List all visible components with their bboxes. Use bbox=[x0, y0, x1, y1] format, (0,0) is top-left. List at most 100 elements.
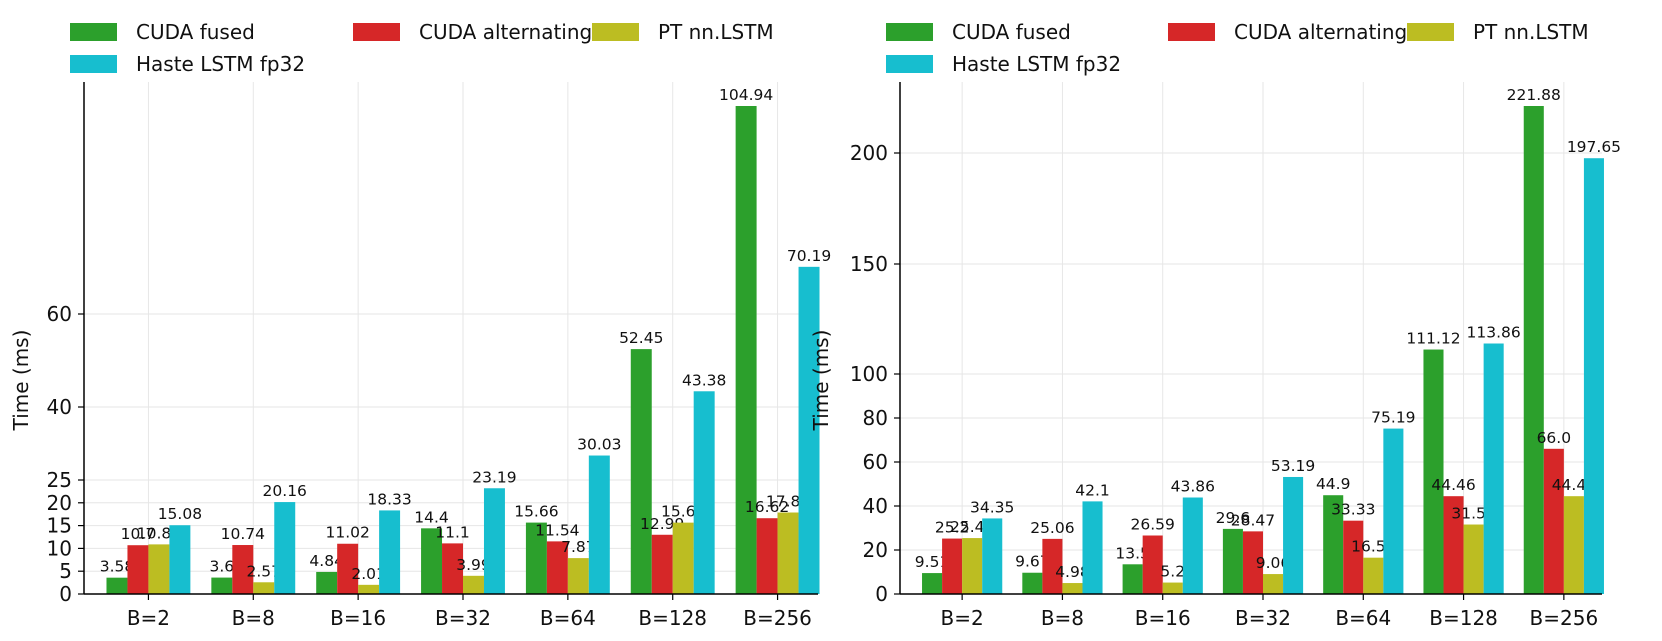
bar bbox=[1523, 106, 1544, 594]
bar-value-label: 18.33 bbox=[367, 490, 411, 508]
bar bbox=[337, 543, 359, 594]
bar-value-label: 25.2 bbox=[935, 519, 970, 537]
bar bbox=[316, 571, 338, 594]
y-tick-label: 60 bbox=[863, 450, 888, 474]
legend-label: PT nn.LSTM bbox=[658, 20, 774, 44]
legend-swatch bbox=[1407, 23, 1454, 41]
bar bbox=[777, 512, 799, 594]
bar-value-label: 26.59 bbox=[1130, 516, 1174, 534]
bar bbox=[546, 541, 568, 594]
bar bbox=[1463, 524, 1484, 594]
bar-value-label: 11.1 bbox=[435, 523, 470, 541]
legend-label: CUDA alternating bbox=[419, 20, 592, 44]
legend-label: CUDA fused bbox=[952, 20, 1071, 44]
bar-value-label: 7.87 bbox=[561, 538, 596, 556]
y-tick-label: 60 bbox=[47, 302, 72, 326]
bar bbox=[672, 522, 694, 594]
y-axis-title: Time (ms) bbox=[809, 330, 833, 432]
bar bbox=[106, 577, 128, 594]
bar-value-label: 75.19 bbox=[1371, 409, 1415, 427]
chart-left: 3.58 3.6 4.84 14.4 15.66 52.45 104.94 10.7 10.74… bbox=[9, 20, 831, 630]
x-tick-label: B=64 bbox=[540, 606, 596, 630]
bar-value-label: 52.45 bbox=[619, 329, 663, 347]
bar bbox=[1583, 158, 1604, 595]
bar bbox=[127, 545, 149, 594]
bar-value-label: 113.86 bbox=[1467, 324, 1521, 342]
bar bbox=[463, 575, 484, 594]
bar bbox=[693, 391, 715, 594]
legend-label: PT nn.LSTM bbox=[1473, 20, 1589, 44]
bar bbox=[567, 558, 589, 594]
bar bbox=[1543, 448, 1564, 594]
bar-value-label: 4.84 bbox=[309, 552, 344, 570]
bar bbox=[483, 488, 505, 594]
y-tick-label: 150 bbox=[850, 252, 888, 276]
chart-right: 9.51 9.67 13.5 29.6 44.9 111.12 221.88 25.2 25.0… bbox=[809, 20, 1621, 630]
bar-value-label: 9.67 bbox=[1015, 553, 1050, 571]
y-tick-label: 200 bbox=[850, 141, 888, 165]
bar bbox=[148, 544, 170, 594]
bar bbox=[1563, 496, 1584, 594]
y-tick-label: 15 bbox=[47, 514, 72, 538]
series-cuda-alternating: 25.2 25.06 26.59 28.47 33.33 44.46 66.0 bbox=[935, 429, 1571, 594]
bar bbox=[1283, 476, 1304, 594]
bar bbox=[232, 545, 254, 594]
bar bbox=[1343, 520, 1364, 594]
bar bbox=[1042, 538, 1063, 594]
bar bbox=[169, 525, 191, 594]
x-tick-label: B=128 bbox=[638, 606, 707, 630]
y-tick-label: 25 bbox=[47, 468, 72, 492]
bar-value-label: 11.02 bbox=[325, 524, 369, 542]
bar-value-label: 15.66 bbox=[514, 503, 558, 521]
y-tick-label: 0 bbox=[59, 582, 72, 606]
bar-value-label: 13.5 bbox=[1115, 544, 1150, 562]
bar bbox=[756, 518, 778, 594]
bar-value-label: 3.6 bbox=[210, 558, 235, 576]
bar bbox=[1222, 528, 1243, 594]
bar bbox=[798, 266, 820, 594]
bar bbox=[735, 106, 757, 594]
bar bbox=[1423, 349, 1444, 594]
bar bbox=[421, 528, 443, 594]
bar-value-label: 2.57 bbox=[247, 562, 282, 580]
bar bbox=[1182, 497, 1203, 594]
bar-value-label: 4.98 bbox=[1055, 563, 1090, 581]
bar-value-label: 25.06 bbox=[1030, 519, 1074, 537]
bar-value-label: 9.51 bbox=[915, 553, 950, 571]
y-tick-label: 5 bbox=[59, 559, 72, 583]
bar bbox=[1142, 535, 1163, 594]
x-tick-label: B=16 bbox=[330, 606, 386, 630]
legend: CUDA fused CUDA alternating PT nn.LSTM Hast… bbox=[886, 20, 1589, 76]
x-tick-label: B=256 bbox=[743, 606, 812, 630]
bar-value-label: 53.19 bbox=[1271, 457, 1315, 475]
bar bbox=[922, 573, 943, 594]
bar-value-label: 14.4 bbox=[414, 508, 449, 526]
bar bbox=[1443, 496, 1464, 594]
bar bbox=[630, 349, 652, 594]
bar-value-label: 30.03 bbox=[577, 436, 621, 454]
bar bbox=[651, 534, 673, 594]
bar bbox=[1323, 495, 1344, 594]
bar bbox=[358, 584, 380, 594]
bar-value-label: 221.88 bbox=[1507, 86, 1561, 104]
legend-swatch bbox=[353, 23, 400, 41]
bar-value-label: 111.12 bbox=[1406, 330, 1460, 348]
bar-value-label: 66.0 bbox=[1537, 429, 1572, 447]
legend-swatch bbox=[70, 55, 117, 73]
x-tick-label: B=8 bbox=[232, 606, 275, 630]
bar-value-label: 29.6 bbox=[1216, 509, 1251, 527]
bar-value-label: 43.38 bbox=[682, 371, 726, 389]
bar-value-label: 70.19 bbox=[787, 247, 831, 265]
bar-value-label: 20.16 bbox=[263, 482, 307, 500]
legend-swatch bbox=[886, 23, 933, 41]
bar bbox=[1483, 343, 1504, 594]
bar-value-label: 5.2 bbox=[1160, 563, 1185, 581]
x-tick-label: B=2 bbox=[127, 606, 170, 630]
series-haste-lstm-fp32: 15.08 20.16 18.33 23.19 30.03 43.38 70.19 bbox=[158, 247, 831, 594]
bar bbox=[379, 510, 401, 594]
bar-value-label: 44.46 bbox=[1431, 476, 1475, 494]
bar-value-label: 10.74 bbox=[221, 525, 265, 543]
bar-value-label: 16.62 bbox=[745, 498, 789, 516]
y-tick-label: 0 bbox=[875, 582, 888, 606]
